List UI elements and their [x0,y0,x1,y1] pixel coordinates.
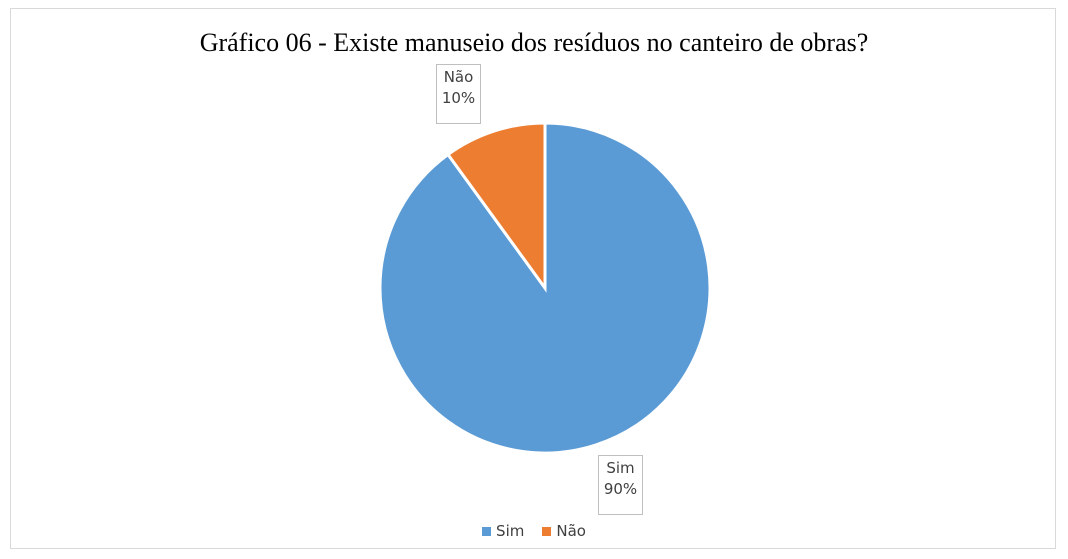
legend-swatch-nao [542,526,552,536]
pie-slice-nao[interactable] [445,121,547,293]
data-label-nao-value: 10% [441,89,476,107]
data-label-sim-category: Sim [606,459,635,477]
data-label-sim-value: 90% [603,480,638,498]
legend-label-sim: Sim [496,522,525,540]
legend-item-nao[interactable]: Não [542,522,586,540]
chart-title: Gráfico 06 - Existe manuseio dos resíduo… [199,28,869,57]
data-label-nao: Não 10% [436,64,481,124]
legend-item-sim[interactable]: Sim [482,522,524,540]
legend: Sim Não [0,522,1068,540]
legend-swatch-sim [482,526,492,536]
legend-label-nao: Não [556,522,586,540]
data-label-sim: Sim 90% [598,455,643,515]
data-label-nao-category: Não [443,68,474,86]
